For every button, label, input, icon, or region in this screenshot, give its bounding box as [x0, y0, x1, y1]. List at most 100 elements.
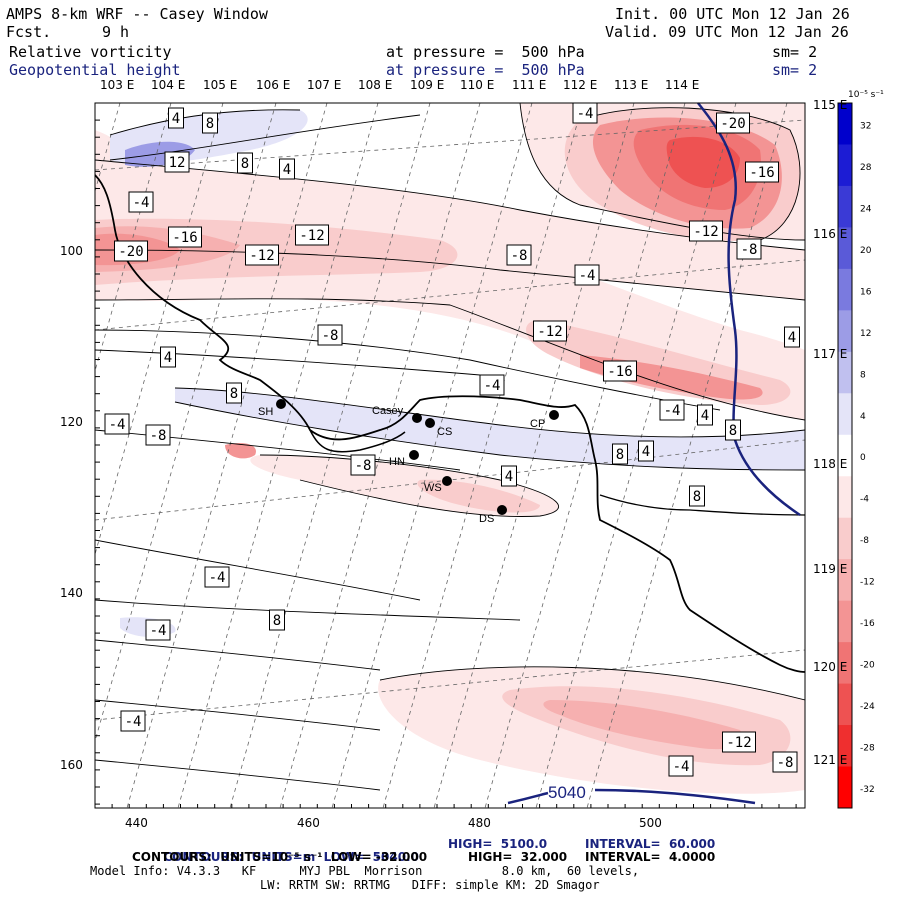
- svg-text:-4: -4: [664, 403, 681, 419]
- positive-vorticity-region: [666, 136, 740, 188]
- svg-text:-20: -20: [720, 116, 745, 132]
- colorbar-label: 4: [860, 412, 866, 422]
- svg-text:-12: -12: [249, 248, 274, 264]
- x-axis-tick-label: 440: [125, 816, 148, 830]
- contour-value-label: 4: [168, 107, 184, 129]
- longitude-label: 103 E: [100, 78, 135, 92]
- svg-text:-8: -8: [741, 242, 758, 258]
- contour-value-label: -4: [120, 710, 146, 732]
- contour-value-label: -4: [104, 413, 130, 435]
- colorbar-label: -8: [860, 536, 869, 546]
- meridian-label: 119 E: [813, 562, 848, 576]
- contour-value-label: -20: [716, 112, 750, 134]
- longitude-label: 112 E: [563, 78, 598, 92]
- svg-text:-4: -4: [209, 570, 226, 586]
- svg-text:8: 8: [273, 613, 281, 629]
- fcst-label: Fcst.: [6, 23, 52, 41]
- svg-text:8: 8: [206, 116, 214, 132]
- station-label: HN: [389, 456, 405, 468]
- colorbar-swatch: [838, 310, 852, 353]
- field2-smoothing: sm= 2: [772, 61, 818, 79]
- contour-value-label: -8: [145, 424, 171, 446]
- svg-text:-12: -12: [693, 224, 718, 240]
- meridian-label: 117 E: [813, 347, 848, 361]
- y-axis-tick-label: 160: [60, 758, 83, 772]
- colorbar-swatch: [838, 144, 852, 187]
- parallel-line: [95, 119, 805, 171]
- init-time: Init. 00 UTC Mon 12 Jan 26: [615, 5, 850, 23]
- field1-smoothing: sm= 2: [772, 43, 818, 61]
- contour-value-label: -4: [668, 755, 694, 777]
- model-title: AMPS 8-km WRF -- Casey Window: [6, 5, 268, 23]
- longitude-label: 106 E: [256, 78, 291, 92]
- colorbar-swatch: [838, 683, 852, 726]
- x-axis-tick-label: 500: [639, 816, 662, 830]
- meridian-line: [484, 103, 686, 808]
- contour-line: [109, 114, 421, 161]
- svg-text:-16: -16: [607, 364, 632, 380]
- positive-vorticity-region: [417, 479, 540, 513]
- svg-text:4: 4: [172, 111, 180, 127]
- contour-line: [519, 103, 805, 241]
- station-marker: [409, 450, 419, 460]
- y-axis-tick-label: 120: [60, 415, 83, 429]
- station-label: CS: [437, 426, 452, 438]
- longitude-label: 114 E: [665, 78, 700, 92]
- contour-value-label: -4: [145, 619, 171, 641]
- contour-value-label: 8: [226, 382, 242, 404]
- contour-line: [95, 699, 381, 731]
- colorbar-swatch: [838, 476, 852, 519]
- station-marker: [497, 505, 507, 515]
- svg-text:-16: -16: [749, 165, 774, 181]
- meridian-line: [95, 103, 224, 556]
- colorbar-swatch: [838, 600, 852, 643]
- svg-text:4: 4: [283, 162, 291, 178]
- meridian-label: 118 E: [813, 457, 848, 471]
- station-marker: [442, 476, 452, 486]
- svg-text:-8: -8: [355, 458, 372, 474]
- height-contour-5040: [507, 788, 756, 805]
- longitude-label: 105 E: [203, 78, 238, 92]
- svg-text:4: 4: [701, 408, 709, 424]
- height-contour-5040: [697, 102, 801, 517]
- longitude-label: 104 E: [151, 78, 186, 92]
- footer-vort-interval: INTERVAL= 4.0000: [585, 850, 716, 864]
- colorbar-swatch: [838, 268, 852, 311]
- colorbar-label: -4: [860, 495, 869, 505]
- svg-text:-4: -4: [673, 759, 690, 775]
- svg-text:-4: -4: [125, 714, 142, 730]
- fcst-value: 9 h: [102, 23, 130, 41]
- footer-height-interval: INTERVAL= 60.000: [585, 837, 716, 851]
- meridian-line: [126, 103, 328, 808]
- longitude-label: 108 E: [358, 78, 393, 92]
- contour-value-label: -8: [736, 238, 762, 260]
- field1-level: at pressure = 500 hPa: [386, 43, 585, 61]
- footer-height-contours: CONTOURS: UNITS=m LOW= 5040.0: [163, 850, 419, 864]
- station-label: SH: [258, 406, 273, 418]
- contour-value-label: -8: [317, 324, 343, 346]
- colorbar-label: -20: [860, 661, 875, 671]
- svg-text:-4: -4: [133, 195, 150, 211]
- svg-text:4: 4: [164, 350, 172, 366]
- contour-value-label: -12: [533, 320, 567, 342]
- contour-value-label: 8: [612, 443, 628, 465]
- longitude-label: 107 E: [307, 78, 342, 92]
- colorbar-swatch: [838, 559, 852, 602]
- meridian-label: 116 E: [813, 227, 848, 241]
- colorbar-swatch: [838, 517, 852, 560]
- x-axis-tick-label: 460: [297, 816, 320, 830]
- height-contour-label: 5040: [548, 783, 586, 802]
- longitude-label: 110 E: [460, 78, 495, 92]
- meridian-line: [279, 103, 481, 808]
- colorbar-label: -28: [860, 744, 875, 754]
- coastline: [94, 174, 806, 673]
- contour-value-label: 4: [501, 465, 517, 487]
- footer-height-high: HIGH= 5100.0: [448, 837, 548, 851]
- svg-text:-12: -12: [726, 735, 751, 751]
- station-label: Casey: [372, 405, 404, 417]
- contour-line: [174, 387, 805, 438]
- contour-value-label: 8: [237, 152, 253, 174]
- contour-value-label: 4: [279, 158, 295, 180]
- parallel-line: [95, 439, 805, 521]
- svg-text:-20: -20: [118, 244, 143, 260]
